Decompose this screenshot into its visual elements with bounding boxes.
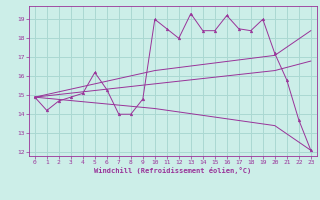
X-axis label: Windchill (Refroidissement éolien,°C): Windchill (Refroidissement éolien,°C) bbox=[94, 167, 252, 174]
